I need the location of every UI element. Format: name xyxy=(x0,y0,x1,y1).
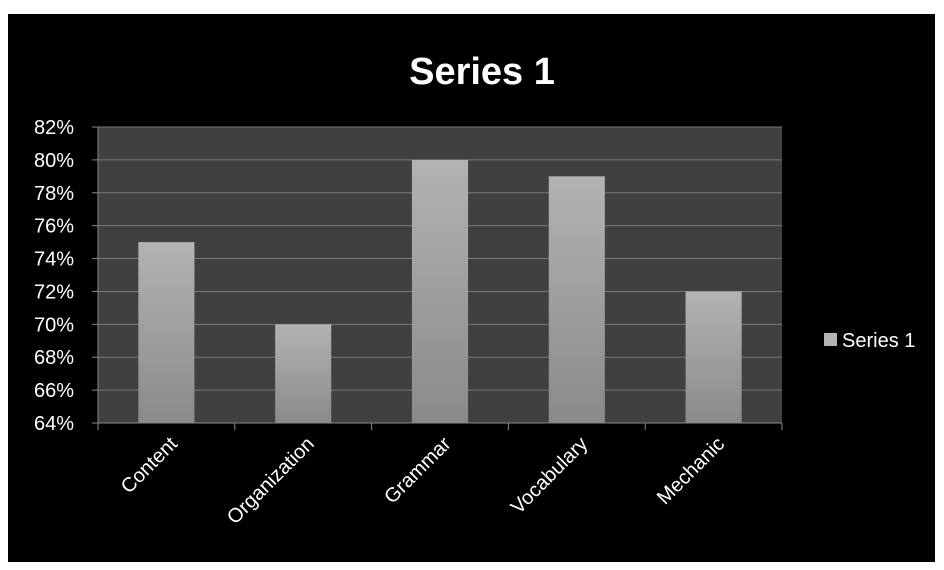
legend: Series 1 xyxy=(824,330,915,352)
y-tick-label: 78% xyxy=(34,183,74,205)
y-tick-label: 74% xyxy=(34,249,74,271)
bar-content xyxy=(138,242,195,423)
y-tick-label: 68% xyxy=(34,347,74,369)
bar-organization xyxy=(275,324,332,423)
bar-grammar xyxy=(411,159,469,423)
legend-label-series-1: Series 1 xyxy=(842,330,915,352)
y-tick-label: 72% xyxy=(34,281,74,303)
x-tick-labels: Content Organization Grammar Vocabulary Mech… xyxy=(117,433,729,529)
bar-mechanic xyxy=(685,291,742,423)
y-tick-label: 64% xyxy=(34,413,74,435)
chart-title: Series 1 xyxy=(409,51,555,93)
y-tick-label: 70% xyxy=(34,314,74,336)
y-tick-label: 82% xyxy=(34,117,74,139)
x-tick-label: Vocabulary xyxy=(507,433,593,519)
bar-chart: Series 1 64%66%68%70%72%74%76%78%80%82% … xyxy=(34,51,915,529)
bars xyxy=(138,159,742,423)
y-tick-label: 80% xyxy=(34,150,74,172)
legend-swatch xyxy=(824,333,837,346)
x-tick-label: Organization xyxy=(223,433,319,529)
chart-frame: Series 1 64% 66% 68% 70% 72% 74% 76% 78% 80% 82% … xyxy=(8,14,935,562)
bar-vocabulary xyxy=(548,176,605,423)
x-tick-label: Mechanic xyxy=(653,433,729,509)
y-tick-label: 76% xyxy=(34,216,74,238)
x-tick-label: Content xyxy=(117,433,182,498)
axes xyxy=(92,126,783,430)
y-tick-labels: 64% 66% 68% 70% 72% 74% 76% 78% 80% 82% xyxy=(34,117,74,435)
y-tick-label: 66% xyxy=(34,380,74,402)
x-tick-label: Grammar xyxy=(380,433,456,509)
